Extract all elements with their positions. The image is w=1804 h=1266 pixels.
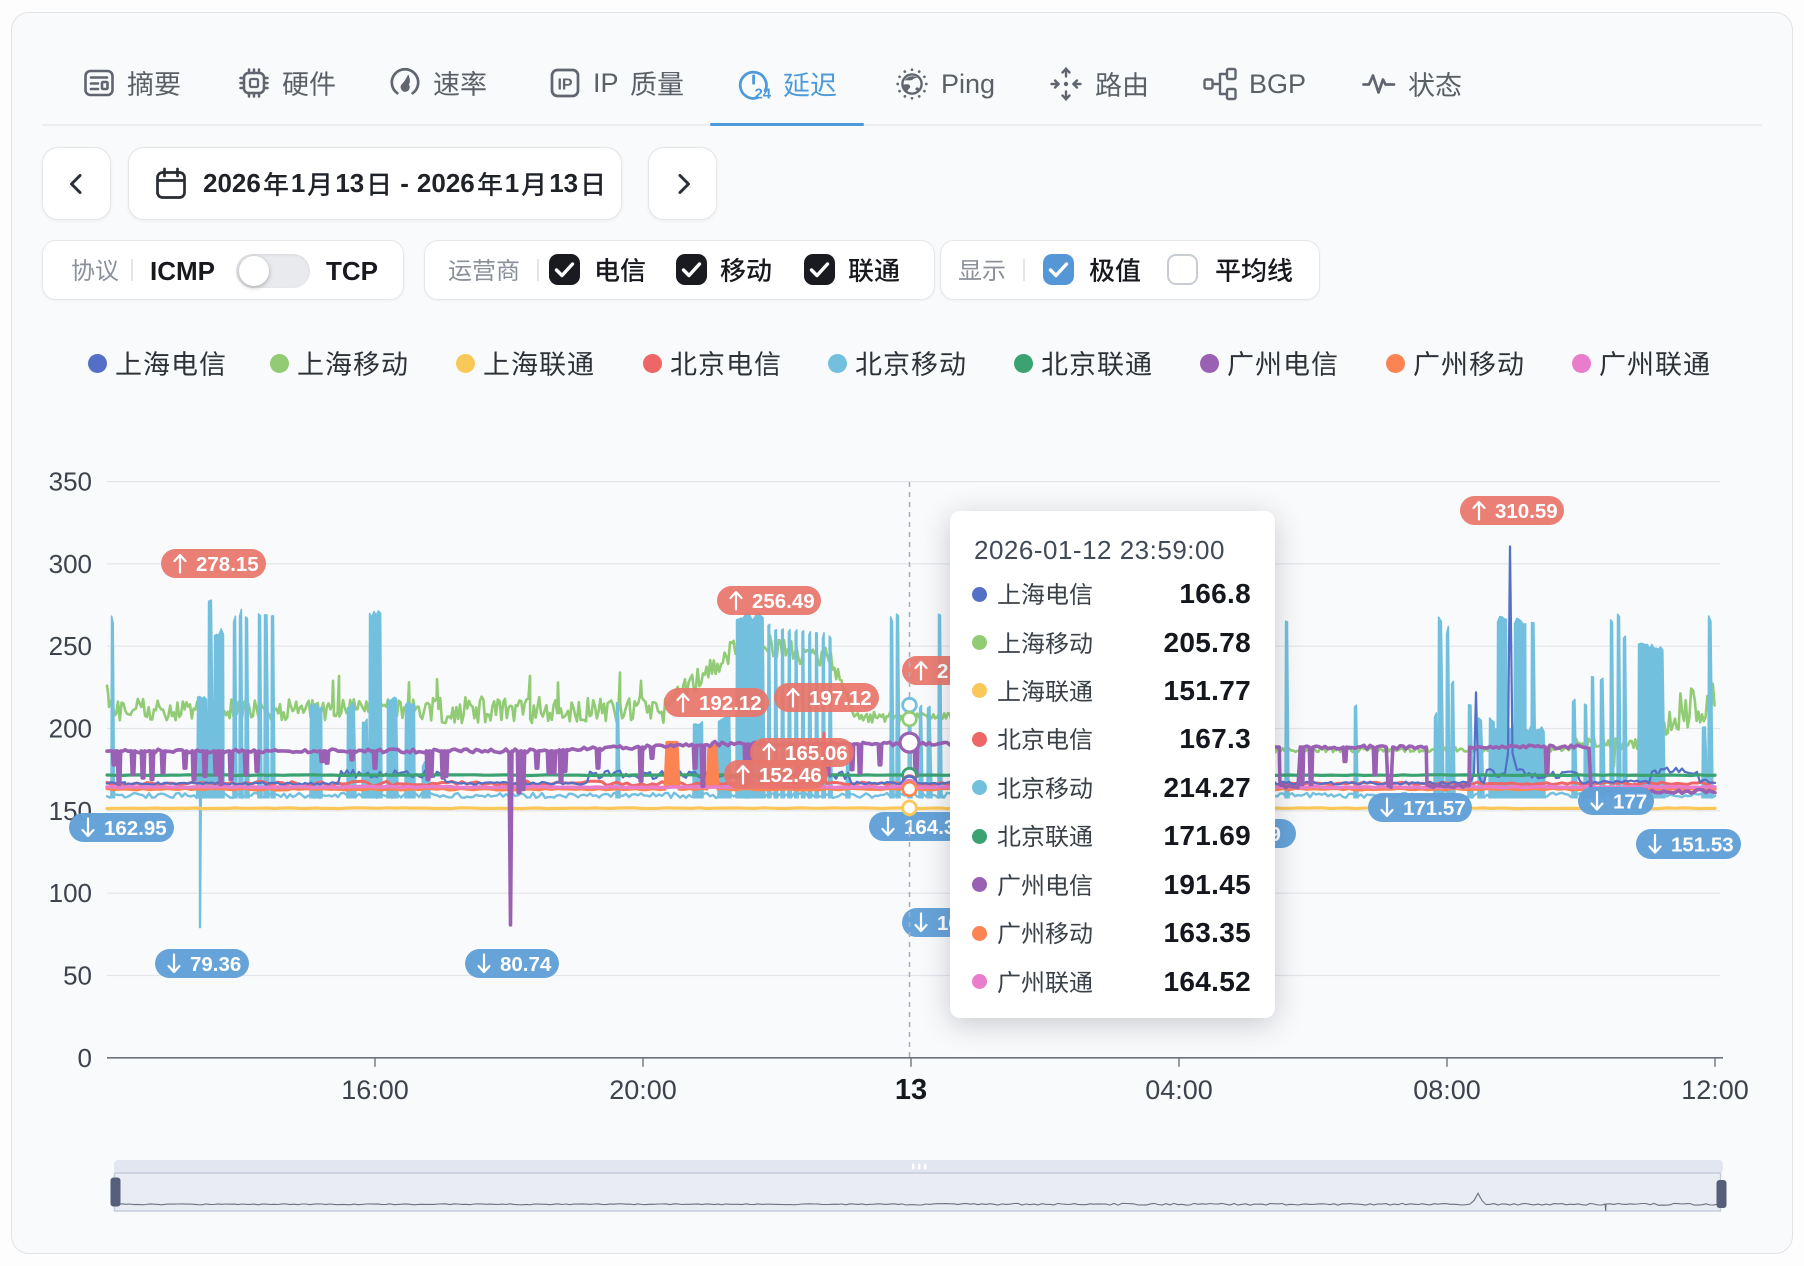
- svg-text:165.06: 165.06: [785, 742, 848, 765]
- svg-text:300: 300: [49, 549, 92, 579]
- svg-text:IP: IP: [557, 77, 572, 94]
- svg-text:250: 250: [49, 631, 92, 661]
- svg-text:164.3: 164.3: [904, 816, 955, 839]
- svg-text:100: 100: [49, 878, 92, 908]
- svg-text:16:00: 16:00: [341, 1075, 409, 1105]
- svg-text:278.15: 278.15: [196, 553, 259, 576]
- svg-text:12:00: 12:00: [1681, 1075, 1749, 1105]
- svg-text:2: 2: [937, 660, 948, 683]
- svg-text:200: 200: [49, 714, 92, 744]
- svg-text:0: 0: [78, 1043, 92, 1073]
- svg-text:152.46: 152.46: [759, 764, 822, 787]
- svg-text:256.49: 256.49: [752, 590, 815, 613]
- svg-text:151.53: 151.53: [1671, 833, 1734, 856]
- svg-text:04:00: 04:00: [1145, 1075, 1213, 1105]
- svg-text:192.12: 192.12: [699, 692, 762, 715]
- svg-text:24: 24: [754, 86, 771, 103]
- svg-text:162.95: 162.95: [104, 817, 167, 840]
- svg-text:80.74: 80.74: [500, 953, 552, 976]
- svg-text:171.57: 171.57: [1403, 797, 1466, 820]
- svg-text:310.59: 310.59: [1495, 500, 1558, 523]
- svg-text:197.12: 197.12: [809, 687, 872, 710]
- svg-text:13: 13: [895, 1074, 927, 1106]
- svg-text:20:00: 20:00: [609, 1075, 677, 1105]
- svg-text:08:00: 08:00: [1413, 1075, 1481, 1105]
- svg-text:350: 350: [49, 467, 92, 497]
- svg-text:177: 177: [1613, 790, 1647, 813]
- svg-text:79.36: 79.36: [190, 953, 241, 976]
- svg-text:50: 50: [63, 961, 92, 991]
